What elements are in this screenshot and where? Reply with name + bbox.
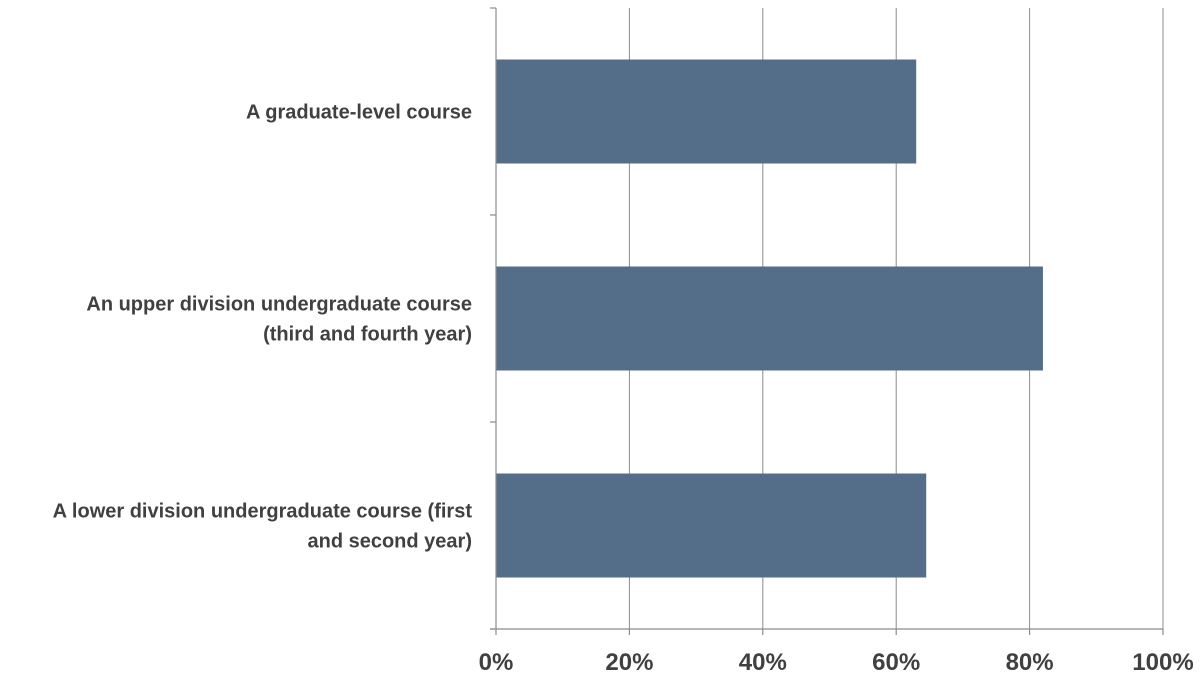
x-tick-label-60: 60% xyxy=(872,649,920,676)
bar-3 xyxy=(496,473,927,578)
category-label-1-line-1: A graduate-level course xyxy=(246,102,472,124)
category-label-3-line-2: and second year) xyxy=(307,531,472,553)
x-tick-label-100: 100% xyxy=(1132,649,1193,676)
x-tick-label-40: 40% xyxy=(739,649,787,676)
x-tick-label-20: 20% xyxy=(605,649,653,676)
bar-2 xyxy=(496,266,1043,371)
category-label-2-line-1: An upper division undergraduate course xyxy=(86,294,472,316)
bar-1 xyxy=(496,59,917,164)
x-tick-label-80: 80% xyxy=(1006,649,1054,676)
x-tick-label-0: 0% xyxy=(479,649,514,676)
category-label-3-line-1: A lower division undergraduate course (f… xyxy=(53,501,473,523)
category-label-2-line-2: (third and fourth year) xyxy=(263,324,472,346)
